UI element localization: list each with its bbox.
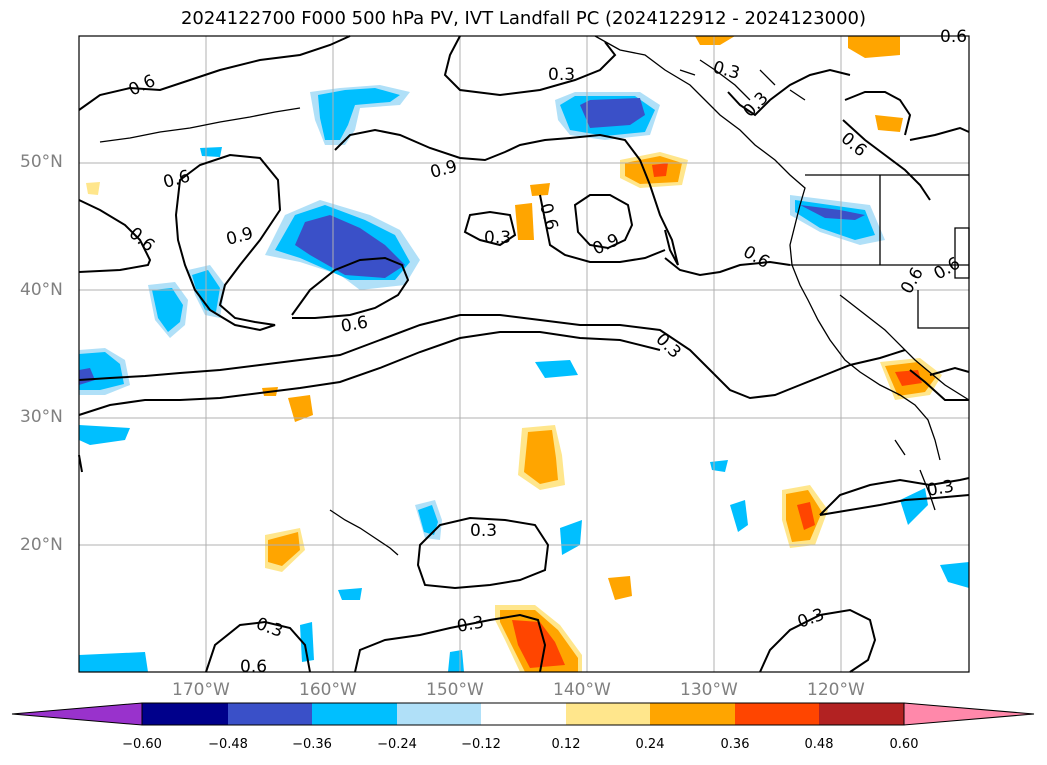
- colorbar-tick-label: 0.24: [635, 737, 665, 752]
- colorbar-segment: [566, 703, 650, 725]
- contour-label: 0.6: [940, 27, 967, 47]
- colorbar-tick-label: −0.12: [461, 737, 501, 752]
- positive-anomaly-fill: [86, 36, 942, 672]
- colorbar-tick-label: −0.60: [122, 737, 162, 752]
- colorbar-segment: [735, 703, 819, 725]
- lat-label: 30°N: [20, 407, 63, 427]
- graticule: [79, 36, 969, 672]
- lat-label: 20°N: [20, 535, 63, 555]
- lon-label: 120°W: [807, 680, 865, 700]
- colorbar-tick-label: −0.48: [208, 737, 248, 752]
- negative-anomaly-fill: [79, 85, 969, 672]
- lon-label: 160°W: [299, 680, 357, 700]
- lon-label: 140°W: [553, 680, 611, 700]
- colorbar-tick-label: 0.48: [804, 737, 834, 752]
- colorbar-segment: [312, 703, 397, 725]
- colorbar-tick-label: 0.36: [720, 737, 750, 752]
- map-frame: [78, 35, 970, 673]
- colorbar-low-extend: [11, 702, 143, 726]
- contour-label: 0.3: [484, 228, 511, 248]
- lon-label: 150°W: [426, 680, 484, 700]
- colorbar-segment: [397, 703, 481, 725]
- contour-label: 0.3: [455, 613, 485, 637]
- colorbar-high-extend: [903, 702, 1035, 726]
- contour-label: 0.6: [240, 657, 267, 677]
- contour-label: 0.3: [925, 477, 955, 501]
- colorbar-segment: [481, 703, 566, 725]
- colorbar-tick-label: 0.12: [551, 737, 581, 752]
- colorbar-segment: [819, 703, 904, 725]
- colorbar-segment: [650, 703, 735, 725]
- pv-contours: [78, 35, 970, 673]
- lat-label: 50°N: [20, 152, 63, 172]
- colorbar-tick-label: −0.36: [292, 737, 332, 752]
- contour-label: 0.3: [548, 65, 575, 85]
- colorbar: [11, 702, 1035, 726]
- colorbar-segment: [228, 703, 312, 725]
- contour-label: 0.6: [339, 313, 369, 337]
- lon-label: 170°W: [172, 680, 230, 700]
- contour-label: 0.3: [470, 521, 497, 541]
- lon-label: 130°W: [680, 680, 738, 700]
- lat-label: 40°N: [20, 280, 63, 300]
- colorbar-segment: [142, 703, 228, 725]
- colorbar-tick-label: −0.24: [377, 737, 417, 752]
- coastlines: [99, 35, 970, 556]
- colorbar-tick-label: 0.60: [889, 737, 919, 752]
- map-title: 2024122700 F000 500 hPa PV, IVT Landfall…: [180, 8, 867, 29]
